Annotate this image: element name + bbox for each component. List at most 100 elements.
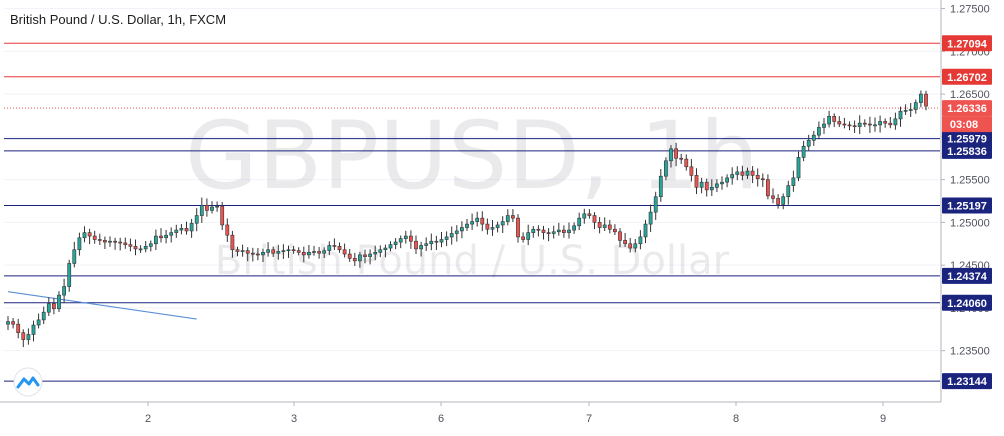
candle-down xyxy=(750,170,755,176)
candle xyxy=(128,238,133,252)
candle xyxy=(658,169,663,202)
candle xyxy=(873,117,877,132)
support-price-tag: 1.25197 xyxy=(942,197,992,214)
candle xyxy=(750,166,755,184)
candle xyxy=(21,329,26,348)
time-tick-label: 6 xyxy=(438,413,444,425)
candle xyxy=(908,102,913,117)
candle xyxy=(475,211,480,227)
candle-down xyxy=(123,242,128,245)
candle-up xyxy=(460,227,464,232)
support-price-tag: 1.25836 xyxy=(942,142,992,159)
candle-up xyxy=(531,228,536,233)
candle xyxy=(6,316,10,331)
candle xyxy=(189,218,194,238)
candle-up xyxy=(215,205,219,208)
time-tick-label: 8 xyxy=(733,413,739,425)
candle-up xyxy=(903,110,908,112)
candle xyxy=(179,224,184,235)
candle xyxy=(648,204,653,232)
candle xyxy=(169,227,174,243)
candle xyxy=(103,236,107,250)
candle-down xyxy=(184,228,189,232)
candle xyxy=(623,232,627,247)
candle xyxy=(434,235,439,251)
candle-up xyxy=(567,229,571,233)
candle xyxy=(628,238,633,253)
candle xyxy=(449,226,454,245)
candle-down xyxy=(592,215,597,223)
candle-up xyxy=(653,196,658,213)
candle xyxy=(837,116,842,128)
candle xyxy=(250,247,255,262)
candle-up xyxy=(189,222,194,232)
candle xyxy=(87,228,92,245)
svg-text:1.24060: 1.24060 xyxy=(947,298,987,310)
candle-up xyxy=(908,109,913,111)
candle xyxy=(235,246,240,257)
candle-up xyxy=(312,251,316,253)
candle-up xyxy=(398,238,403,243)
svg-text:1.26702: 1.26702 xyxy=(947,72,987,84)
countdown-tag: 03:08 xyxy=(942,116,992,133)
candle-up xyxy=(857,122,862,127)
candle xyxy=(847,121,852,131)
candle xyxy=(108,236,112,247)
horizontal-levels[interactable] xyxy=(4,42,940,382)
candle xyxy=(419,241,423,257)
candle-up xyxy=(720,181,724,185)
candle xyxy=(230,230,235,258)
candle-down xyxy=(87,232,92,237)
time-tick-label: 7 xyxy=(586,413,592,425)
candle-up xyxy=(919,93,923,103)
candle-up xyxy=(266,249,270,253)
candle-up xyxy=(709,187,714,191)
candle xyxy=(551,225,556,239)
candle-down xyxy=(113,240,117,243)
support-price-tag: 1.24374 xyxy=(942,267,992,284)
candle-up xyxy=(577,217,582,227)
candle-up xyxy=(26,334,31,340)
candle-up xyxy=(699,181,704,188)
candle-up xyxy=(36,319,41,326)
candles xyxy=(6,90,928,348)
candle xyxy=(393,238,398,250)
candle-down xyxy=(301,252,306,256)
tradingview-logo-icon[interactable] xyxy=(13,367,43,397)
candle-down xyxy=(225,224,230,236)
candle xyxy=(97,233,102,246)
candle xyxy=(801,140,806,162)
candle xyxy=(531,226,536,238)
candle-up xyxy=(148,243,153,247)
candle xyxy=(745,167,750,180)
candle-down xyxy=(52,303,56,310)
candle xyxy=(205,198,209,217)
svg-text:1.23144: 1.23144 xyxy=(947,376,988,388)
candle-down xyxy=(842,123,847,126)
candle xyxy=(363,249,367,264)
candle xyxy=(587,209,592,219)
candle xyxy=(67,259,72,292)
candle xyxy=(373,245,378,261)
candle-down xyxy=(511,215,515,219)
candle xyxy=(317,247,321,259)
trend-line[interactable] xyxy=(7,291,197,320)
candle-down xyxy=(536,228,541,231)
candle xyxy=(827,110,831,128)
candle-down xyxy=(16,323,21,334)
candle-up xyxy=(827,116,831,125)
candle-down xyxy=(862,122,867,125)
candle-up xyxy=(62,286,66,296)
candle-up xyxy=(791,177,796,186)
candle xyxy=(674,142,678,167)
candle-down xyxy=(607,224,612,230)
candle xyxy=(143,241,148,253)
time-axis[interactable] xyxy=(0,402,941,436)
trend-line-layer[interactable] xyxy=(7,291,197,320)
candle-up xyxy=(429,240,434,245)
candle-up xyxy=(806,139,811,147)
candle-up xyxy=(388,244,393,249)
candle xyxy=(883,118,888,128)
